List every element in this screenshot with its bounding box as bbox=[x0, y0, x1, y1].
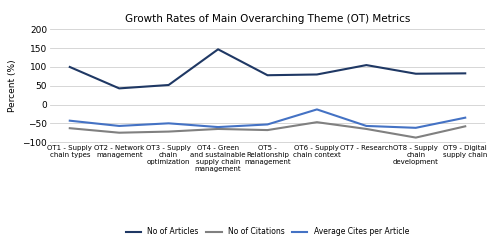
Average Cites per Article bbox=[67, 119, 73, 122]
No of Citations bbox=[364, 127, 370, 130]
No of Articles bbox=[462, 72, 468, 75]
No of Articles bbox=[364, 64, 370, 67]
No of Articles bbox=[166, 84, 172, 86]
No of Citations bbox=[314, 121, 320, 124]
Line: No of Articles: No of Articles bbox=[70, 49, 465, 88]
Legend: No of Articles, No of Citations, Average Cites per Article: No of Articles, No of Citations, Average… bbox=[126, 227, 409, 236]
No of Citations bbox=[413, 136, 419, 139]
Average Cites per Article bbox=[264, 123, 270, 126]
No of Citations bbox=[67, 127, 73, 130]
Average Cites per Article bbox=[314, 108, 320, 111]
No of Citations bbox=[264, 129, 270, 132]
Y-axis label: Percent (%): Percent (%) bbox=[8, 60, 17, 112]
Title: Growth Rates of Main Overarching Theme (OT) Metrics: Growth Rates of Main Overarching Theme (… bbox=[125, 14, 410, 24]
Average Cites per Article bbox=[413, 126, 419, 129]
Average Cites per Article bbox=[166, 122, 172, 125]
Line: No of Citations: No of Citations bbox=[70, 122, 465, 138]
No of Articles bbox=[413, 72, 419, 75]
Average Cites per Article bbox=[215, 126, 221, 129]
No of Articles bbox=[215, 48, 221, 51]
No of Citations bbox=[116, 131, 122, 134]
No of Articles bbox=[314, 73, 320, 76]
Average Cites per Article bbox=[462, 116, 468, 119]
Line: Average Cites per Article: Average Cites per Article bbox=[70, 110, 465, 128]
No of Articles bbox=[116, 87, 122, 90]
No of Citations bbox=[166, 130, 172, 133]
No of Citations bbox=[215, 127, 221, 130]
No of Articles bbox=[67, 65, 73, 68]
No of Articles bbox=[264, 74, 270, 77]
Average Cites per Article bbox=[364, 124, 370, 127]
No of Citations bbox=[462, 125, 468, 128]
Average Cites per Article bbox=[116, 124, 122, 127]
